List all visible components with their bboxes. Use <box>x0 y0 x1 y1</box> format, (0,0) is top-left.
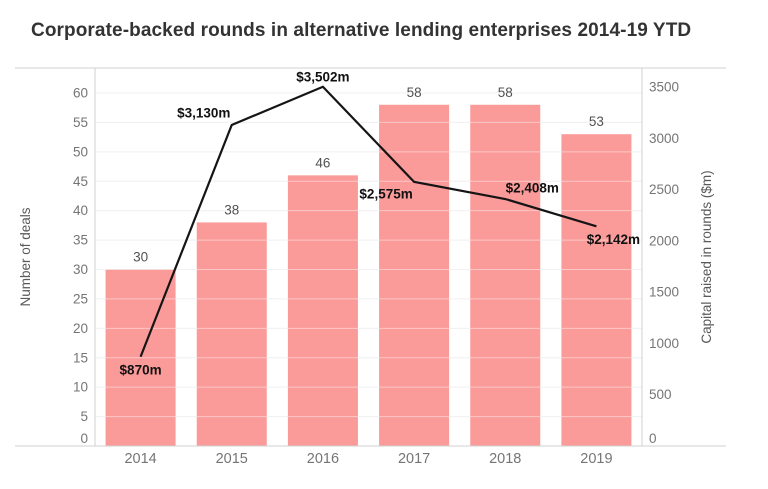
line-value-label: $870m <box>120 362 162 377</box>
right-axis-tick-label: 1500 <box>649 285 679 300</box>
right-axis-tick-label: 500 <box>649 387 672 402</box>
right-axis-tick-label: 3000 <box>649 131 679 146</box>
right-axis-title: Capital raised in rounds ($m) <box>699 170 714 343</box>
x-axis-label-2015: 2015 <box>216 451 248 467</box>
left-axis-tick-label: 40 <box>73 203 88 218</box>
bar-value-label: 30 <box>133 250 148 265</box>
left-axis-tick-label: 55 <box>73 115 88 130</box>
left-axis-tick-label: 60 <box>73 86 88 101</box>
left-axis-tick-label: 50 <box>73 144 88 159</box>
left-axis-tick-label: 10 <box>73 380 88 395</box>
line-value-label: $2,408m <box>506 181 559 196</box>
right-axis-tick-label: 2000 <box>649 233 679 248</box>
x-axis-label-2019: 2019 <box>580 451 612 467</box>
line-value-label: $3,130m <box>177 105 230 120</box>
left-axis-tick-label: 30 <box>73 262 88 277</box>
bar-2017[interactable] <box>379 104 450 447</box>
right-axis-tick-label: 3500 <box>649 80 679 95</box>
bar-value-label: 46 <box>315 155 330 170</box>
bar-value-label: 38 <box>224 202 239 217</box>
x-axis-label-2016: 2016 <box>307 451 339 467</box>
x-axis-label-2018: 2018 <box>489 451 521 467</box>
right-axis-tick-label: 2500 <box>649 182 679 197</box>
bar-value-label: 53 <box>589 114 604 129</box>
left-axis-tick-label: 35 <box>73 233 88 248</box>
left-axis-tick-label: 5 <box>80 409 88 424</box>
bar-2018[interactable] <box>470 104 541 447</box>
bar-2019[interactable] <box>561 134 632 446</box>
bar-2015[interactable] <box>196 222 267 446</box>
bar-value-label: 58 <box>407 85 422 100</box>
left-axis-tick-label: 0 <box>80 431 88 446</box>
left-axis-tick-label: 20 <box>73 321 88 336</box>
left-axis-tick-label: 25 <box>73 291 88 306</box>
line-value-label: $2,142m <box>587 232 640 247</box>
line-value-label: $2,575m <box>359 186 412 201</box>
left-axis-title: Number of deals <box>18 207 33 306</box>
x-axis-label-2014: 2014 <box>124 451 156 467</box>
line-value-label: $3,502m <box>296 69 349 84</box>
bar-2016[interactable] <box>287 175 358 446</box>
chart-title: Corporate-backed rounds in alternative l… <box>31 20 692 41</box>
x-axis-label-2017: 2017 <box>398 451 430 467</box>
left-axis-tick-label: 15 <box>73 350 88 365</box>
bar-value-label: 58 <box>498 85 513 100</box>
left-axis-tick-label: 45 <box>73 174 88 189</box>
capital-raised-line[interactable] <box>139 85 597 358</box>
right-axis-tick-label: 0 <box>649 431 657 446</box>
right-axis-tick-label: 1000 <box>649 336 679 351</box>
